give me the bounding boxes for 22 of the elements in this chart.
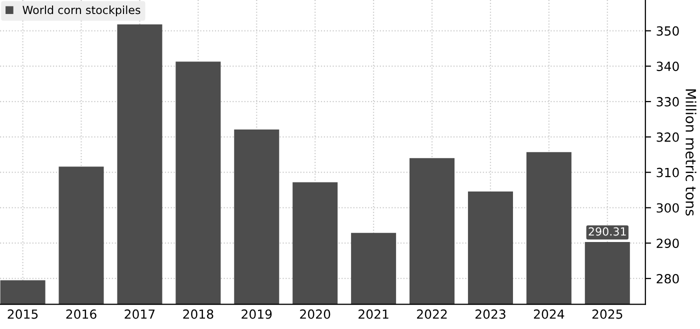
y-tick-label: 310: [656, 168, 679, 178]
x-tick-label: 2023: [475, 309, 506, 319]
x-tick-label: 2022: [417, 309, 447, 319]
x-tick-label: 2018: [183, 309, 214, 319]
y-tick-label: 350: [656, 26, 679, 36]
data-label: 290.31: [588, 227, 626, 236]
y-tick-label: 340: [656, 62, 679, 72]
x-tick-label: 2025: [592, 309, 622, 319]
x-tick-label: 2020: [300, 309, 330, 319]
y-tick-label: 330: [656, 97, 679, 106]
x-tick-label: 2016: [66, 309, 96, 319]
x-tick-label: 2019: [242, 309, 272, 319]
x-tick-label: 2017: [124, 309, 155, 319]
x-tick-label: 2015: [8, 309, 38, 319]
x-tick-label: 2024: [534, 309, 564, 319]
y-tick-label: 320: [656, 132, 679, 142]
y-axis-title: Million metric tons: [686, 89, 696, 216]
y-tick-label: 300: [656, 203, 679, 213]
y-tick-label: 290: [656, 238, 679, 248]
x-tick-label: 2021: [358, 309, 388, 319]
legend-label: World corn stockpiles: [22, 6, 140, 16]
y-tick-label: 280: [656, 274, 679, 284]
